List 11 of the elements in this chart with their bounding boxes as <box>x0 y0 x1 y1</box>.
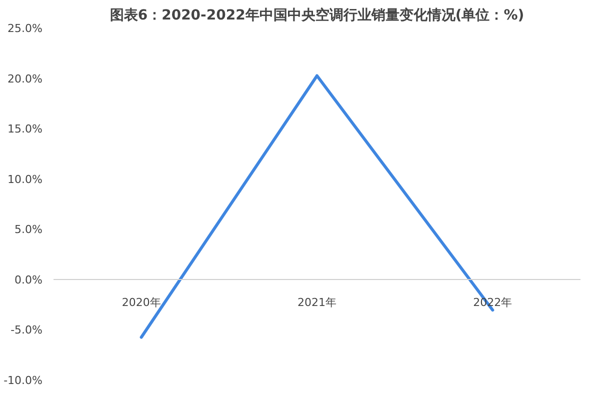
y-tick-label: -5.0% <box>10 324 43 337</box>
y-tick-label: 5.0% <box>14 223 43 236</box>
y-tick-label: 15.0% <box>8 122 43 136</box>
x-tick-label: 2021年 <box>298 296 337 309</box>
y-tick-label: -10.0% <box>4 374 43 387</box>
y-tick-label: 0.0% <box>14 273 43 286</box>
x-tick-label: 2020年 <box>122 296 161 309</box>
y-tick-label: 20.0% <box>8 72 43 86</box>
y-tick-label: 10.0% <box>8 172 43 186</box>
chart-title: 图表6：2020-2022年中国中央空调行业销量变化情况(单位：%) <box>110 6 524 24</box>
y-tick-label: 25.0% <box>8 22 43 35</box>
